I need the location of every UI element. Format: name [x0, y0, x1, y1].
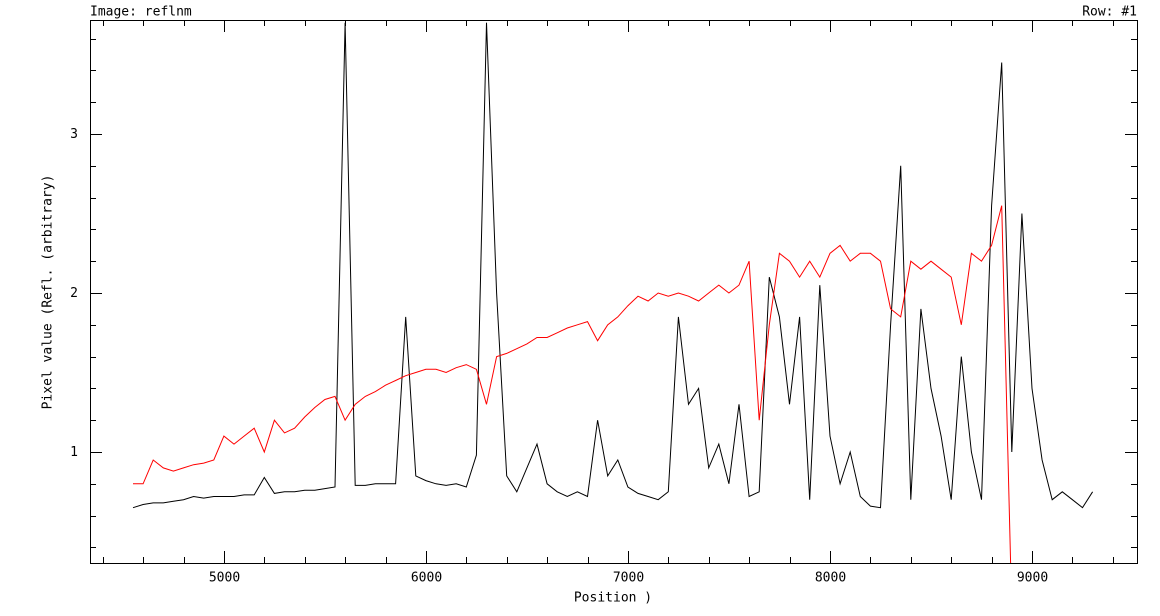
- header-right: Row: #1: [1082, 5, 1137, 20]
- x-tick-label: 7000: [613, 571, 644, 586]
- plot-area: [132, 22, 1094, 563]
- y-tick-label: 1: [70, 445, 78, 460]
- x-tick-label: 8000: [815, 571, 846, 586]
- series-line: [132, 22, 1094, 509]
- x-axis-label: Position ): [574, 591, 652, 606]
- y-axis-label: Pixel value (Refl. (arbitrary): [41, 175, 56, 410]
- x-tick-label: 5000: [209, 571, 240, 586]
- x-tick-label: 6000: [411, 571, 442, 586]
- header-left: Image: reflnm: [90, 5, 192, 20]
- y-tick-label: 3: [70, 127, 78, 142]
- plot-frame: [90, 20, 1138, 564]
- y-tick-label: 2: [70, 286, 78, 301]
- series-line: [133, 205, 1012, 563]
- x-tick-label: 9000: [1017, 571, 1048, 586]
